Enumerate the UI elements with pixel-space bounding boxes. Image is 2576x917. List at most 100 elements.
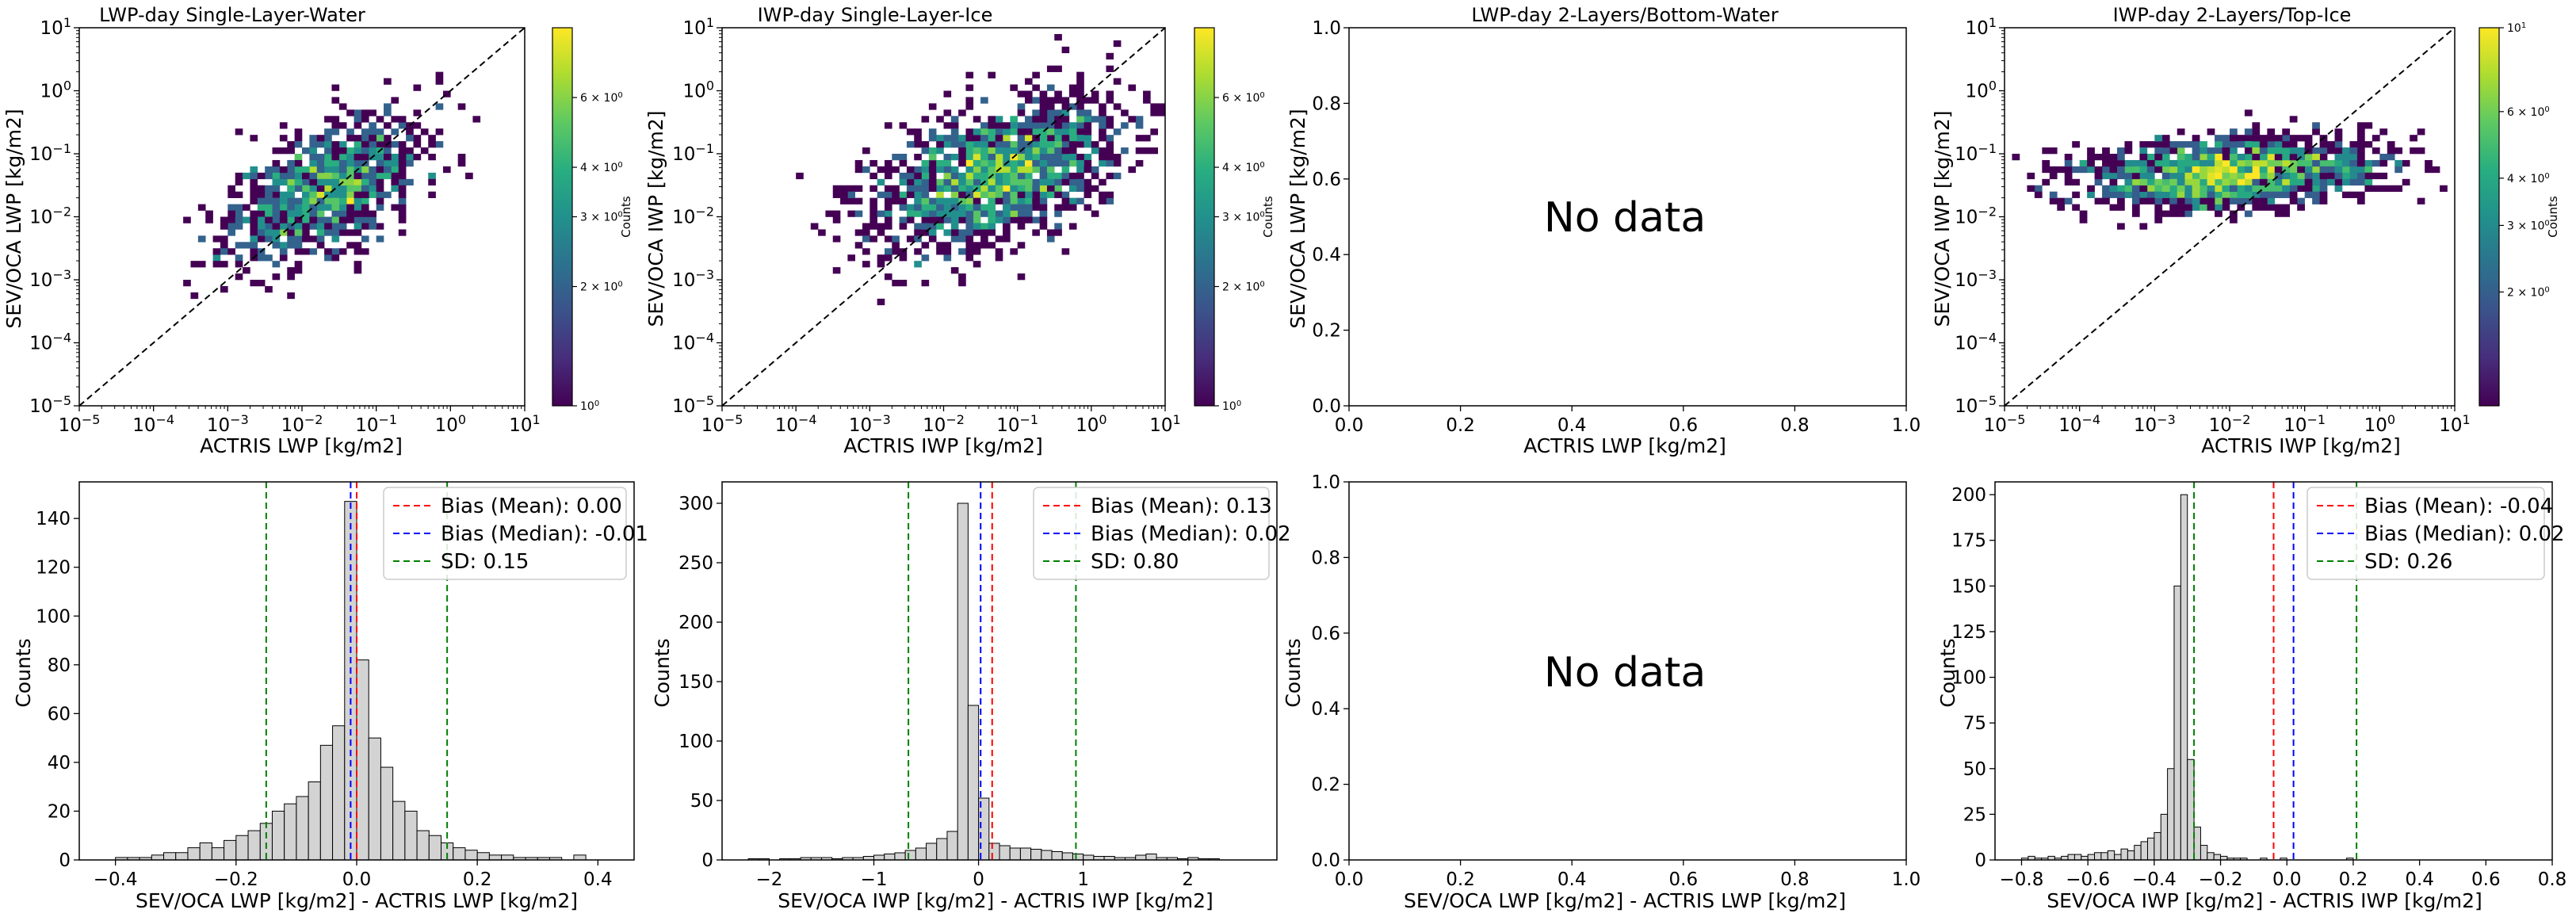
tick-label: 2 × 100 xyxy=(580,281,623,294)
plot-frame xyxy=(1348,27,1907,407)
heatmap-cell xyxy=(384,154,392,161)
heatmap-cell xyxy=(980,229,988,236)
heatmap-cell xyxy=(2364,185,2373,192)
heatmap-cell xyxy=(309,210,318,217)
heatmap-cell xyxy=(2252,191,2261,198)
heatmap-cell xyxy=(1003,229,1011,236)
heatmap-cell xyxy=(384,166,392,174)
heatmap-cell xyxy=(2230,197,2238,204)
heatmap-cell xyxy=(2425,166,2433,174)
heatmap-cell xyxy=(950,128,959,136)
heatmap-cell xyxy=(2222,185,2230,192)
histogram-bar xyxy=(2094,852,2102,861)
histogram-bars xyxy=(747,502,1220,861)
heatmap-cell xyxy=(272,261,281,268)
heatmap-cell xyxy=(936,204,944,211)
heatmap-cell xyxy=(2139,223,2148,230)
heatmap-cell xyxy=(988,141,996,148)
heatmap-cell xyxy=(2230,172,2238,180)
heatmap-cell xyxy=(2087,166,2095,174)
heatmap-cell xyxy=(272,147,281,155)
heatmap-cell xyxy=(958,178,966,186)
heatmap-cell xyxy=(2072,191,2080,198)
heatmap-cell xyxy=(2192,185,2200,192)
tick-exponent: 0 xyxy=(2544,105,2549,114)
heatmap-cell xyxy=(1032,147,1040,155)
heatmap-cell xyxy=(988,204,996,211)
histogram-bar xyxy=(1145,854,1157,861)
heatmap-cell xyxy=(958,154,966,161)
heatmap-cell xyxy=(2252,122,2261,129)
heatmap-cell xyxy=(928,235,937,243)
heatmap-cell xyxy=(2334,147,2343,155)
tick-label: 100 xyxy=(1966,78,1997,102)
heatmap-cell xyxy=(1054,109,1062,117)
heatmap-cell xyxy=(1003,191,1011,198)
tick-base: 2 × 10 xyxy=(2507,286,2544,299)
heatmap-cell xyxy=(1150,147,1158,155)
x-tick-label: 0.0 xyxy=(1335,869,1364,890)
tick-label: 0.0 xyxy=(1312,396,1341,417)
heatmap-cell xyxy=(212,261,221,268)
heatmap-cell xyxy=(2312,178,2320,186)
tick-label: 6 × 100 xyxy=(1222,91,1265,105)
heatmap-cell xyxy=(2177,128,2185,136)
tick-base: 10 xyxy=(1076,415,1099,436)
tick-base: 10 xyxy=(1966,18,1989,39)
heatmap-cell xyxy=(1010,197,1018,204)
heatmap-cell xyxy=(2334,141,2343,148)
tick-base: 10 xyxy=(29,144,52,165)
heatmap-cell xyxy=(265,197,273,204)
heatmap-cell xyxy=(980,172,988,180)
tick-label: 10−2 xyxy=(2209,412,2251,436)
heatmap-cell xyxy=(2131,178,2140,186)
tick-base: 6 × 10 xyxy=(1222,92,1259,105)
histogram-bar xyxy=(2213,854,2222,861)
heatmap-cell xyxy=(294,154,303,161)
heatmap-cell xyxy=(2319,166,2328,174)
heatmap-cell xyxy=(346,242,354,249)
legend-item-bias-median: Bias (Median): 0.02 xyxy=(2364,522,2565,546)
heatmap-cell xyxy=(2267,191,2276,198)
y-tick-label: 80 xyxy=(48,655,71,676)
heatmap-cell xyxy=(331,116,340,123)
heatmap-cell xyxy=(2124,185,2133,192)
heatmap-cell xyxy=(973,210,981,217)
heatmap-cell xyxy=(398,185,407,192)
heatmap-cell xyxy=(413,135,422,142)
tick-label: 101 xyxy=(683,15,714,39)
heatmap-cell xyxy=(2117,147,2125,155)
heatmap-cell xyxy=(2117,172,2125,180)
heatmap-cell xyxy=(2079,159,2088,167)
heatmap-cell xyxy=(1106,172,1114,180)
heatmap-cell xyxy=(331,166,340,174)
heatmap-cell xyxy=(1084,159,1092,167)
heatmap-cell xyxy=(2356,147,2365,155)
heatmap-cell xyxy=(2169,185,2178,192)
heatmap-cell xyxy=(1054,116,1062,123)
heatmap-cell xyxy=(1032,159,1040,167)
heatmap-cell xyxy=(884,197,892,204)
heatmap-cell xyxy=(950,141,959,148)
heatmap-cell xyxy=(973,159,981,167)
heatmap-cell xyxy=(1084,191,1092,198)
heatmap-cell xyxy=(899,254,908,262)
heatmap-cell xyxy=(1003,216,1011,224)
heatmap-cell xyxy=(2267,178,2276,186)
heatmap-cell xyxy=(316,166,325,174)
heatmap-cell xyxy=(2072,178,2080,186)
heatmap-cell xyxy=(287,210,295,217)
heatmap-cell xyxy=(287,197,295,204)
tick-label: 0.2 xyxy=(1312,321,1341,342)
heatmap-cell xyxy=(2259,159,2268,167)
heatmap-cell xyxy=(1032,229,1040,236)
tick-exponent: −4 xyxy=(695,331,714,346)
heatmap-cell xyxy=(921,185,930,192)
heatmap-cell xyxy=(361,185,369,192)
no-data-annotation: No data xyxy=(1544,194,1706,242)
heatmap-cell xyxy=(1106,191,1114,198)
heatmap-cell xyxy=(2161,141,2170,148)
heatmap-cell xyxy=(928,135,937,142)
heatmap-cell xyxy=(1032,71,1040,78)
heatmap-cell xyxy=(869,204,877,211)
